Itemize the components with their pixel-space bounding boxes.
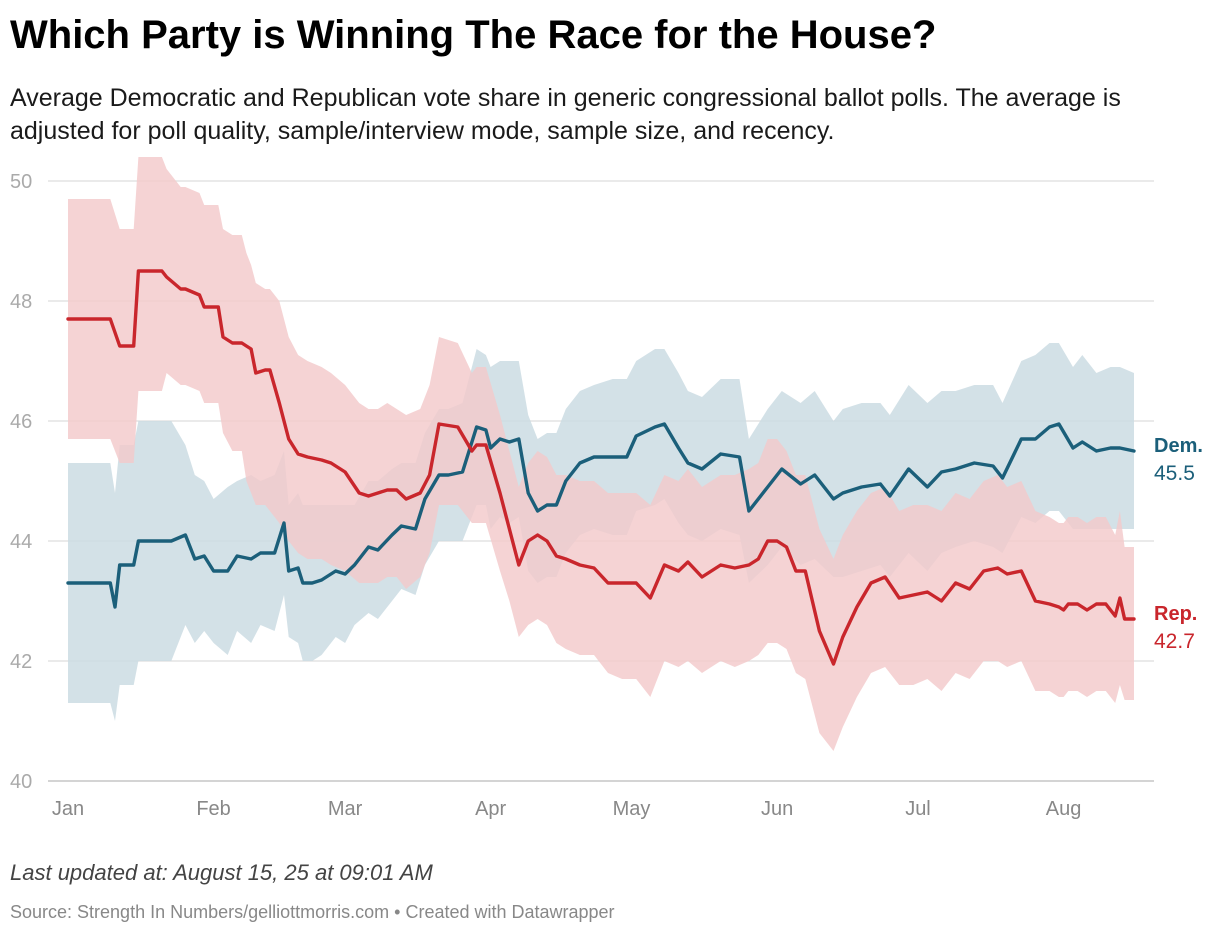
x-axis: Jan Feb Mar Apr May Jun Jul Aug (52, 798, 1081, 820)
x-tick-label: Jun (761, 798, 793, 820)
y-axis: 40 42 44 46 48 50 (10, 171, 32, 793)
source-note: Source: Strength In Numbers/gelliottmorr… (10, 902, 615, 922)
x-tick-label: Feb (196, 798, 230, 820)
x-tick-label: Jul (905, 798, 931, 820)
rep-confidence-band (68, 157, 1134, 751)
dem-average-line (66, 422, 1136, 609)
dem-end-value: 45.5 (1154, 462, 1195, 485)
x-tick-label: Mar (328, 798, 363, 820)
rep-end-value: 42.7 (1154, 630, 1195, 653)
y-tick-label: 46 (10, 411, 32, 433)
end-labels: Dem. 45.5 Rep. 42.7 (1154, 435, 1203, 653)
uncertainty-bands (68, 157, 1134, 751)
chart-title: Which Party is Winning The Race for the … (10, 13, 937, 57)
y-tick-label: 42 (10, 651, 32, 673)
y-tick-label: 40 (10, 771, 32, 793)
y-tick-label: 48 (10, 291, 32, 313)
x-tick-label: Aug (1046, 798, 1082, 820)
rep-end-label: Rep. (1154, 603, 1197, 625)
x-tick-label: May (613, 798, 651, 820)
y-tick-label: 44 (10, 531, 32, 553)
chart-subtitle: Average Democratic and Republican vote s… (10, 84, 1121, 145)
last-updated-note: Last updated at: August 15, 25 at 09:01 … (10, 860, 433, 885)
x-tick-label: Apr (475, 798, 506, 820)
dem-end-label: Dem. (1154, 435, 1203, 457)
line-chart: 40 42 44 46 48 50 Jan Feb Mar Apr May Jun Jul Aug De… (10, 157, 1203, 820)
y-tick-label: 50 (10, 171, 32, 193)
dem-confidence-band (68, 343, 1134, 721)
rep-average-line (66, 269, 1136, 666)
series-lines (66, 269, 1136, 666)
x-tick-label: Jan (52, 798, 84, 820)
